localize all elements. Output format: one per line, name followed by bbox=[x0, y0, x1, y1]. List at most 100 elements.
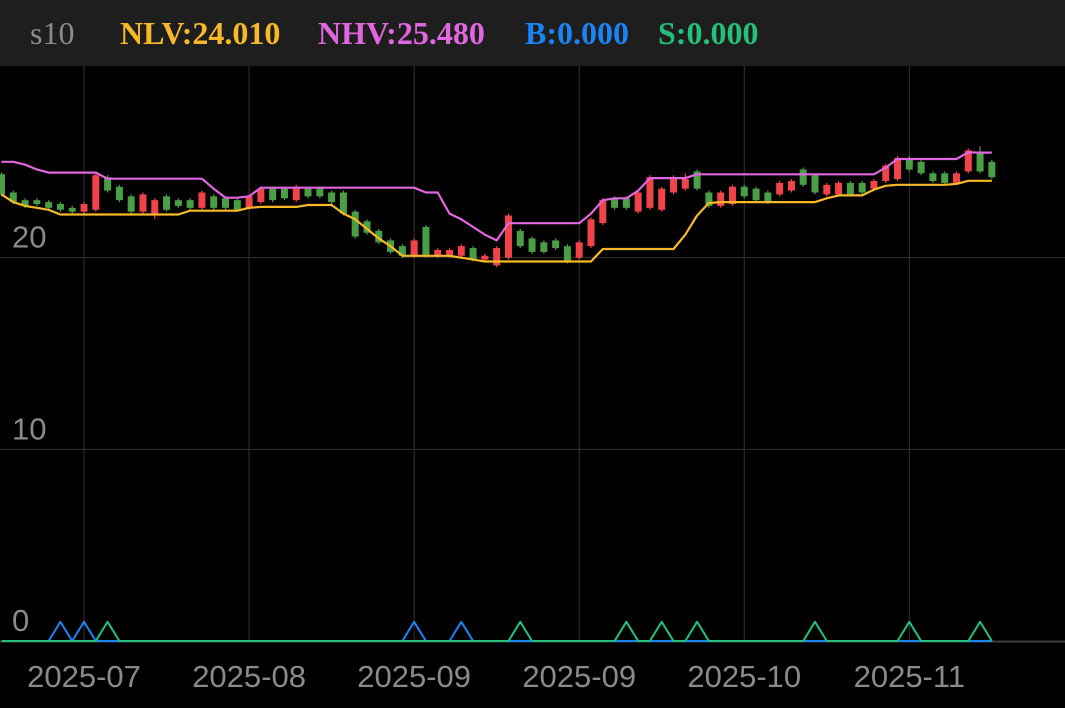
candle-body bbox=[410, 240, 418, 256]
candle-body bbox=[504, 215, 512, 258]
candle-body bbox=[776, 182, 784, 195]
candle-body bbox=[622, 198, 630, 208]
candle-body bbox=[905, 158, 913, 170]
candle-body bbox=[446, 250, 454, 256]
candle-body bbox=[316, 188, 324, 197]
candle-body bbox=[693, 171, 701, 189]
candle-body bbox=[222, 198, 230, 208]
x-tick-label: 2025-09 bbox=[522, 659, 636, 694]
candle-body bbox=[351, 211, 359, 237]
candle-body bbox=[894, 158, 902, 180]
candle-body bbox=[575, 242, 583, 258]
candle-body bbox=[493, 248, 501, 266]
candle-body bbox=[363, 221, 371, 233]
candle-body bbox=[398, 246, 406, 256]
candle-body bbox=[163, 196, 171, 210]
candle-body bbox=[245, 196, 253, 208]
candle-body bbox=[917, 161, 925, 174]
candle-body bbox=[552, 240, 560, 249]
candle-body bbox=[870, 181, 878, 189]
candle-body bbox=[941, 173, 949, 183]
candle-body bbox=[280, 188, 288, 199]
series-line bbox=[0, 179, 992, 263]
candle-body bbox=[151, 200, 159, 216]
y-tick-label: 0 bbox=[12, 603, 29, 638]
candle-body bbox=[104, 177, 112, 191]
candle-body bbox=[198, 192, 206, 208]
x-tick-label: 2025-10 bbox=[687, 659, 801, 694]
candle-body bbox=[375, 230, 383, 243]
candle-body bbox=[658, 188, 666, 210]
candle-body bbox=[328, 192, 336, 203]
candle-body bbox=[811, 175, 819, 193]
candle-body bbox=[233, 200, 241, 210]
legend-entry: NHV:25.480 bbox=[318, 15, 485, 51]
candle-body bbox=[823, 184, 831, 195]
candle-body bbox=[45, 202, 53, 208]
candle-body bbox=[68, 207, 76, 212]
candle-body bbox=[728, 186, 736, 204]
candle-body bbox=[988, 161, 996, 178]
candle-body bbox=[858, 182, 866, 193]
legend-entry: B:0.000 bbox=[525, 15, 629, 51]
candle-body bbox=[186, 200, 194, 208]
candle-body bbox=[21, 200, 29, 206]
candle-body bbox=[528, 238, 536, 252]
candle-body bbox=[339, 192, 347, 214]
candle-body bbox=[56, 204, 64, 210]
candle-body bbox=[481, 255, 489, 260]
candle-body bbox=[611, 198, 619, 208]
candle-body bbox=[705, 192, 713, 206]
candle-body bbox=[670, 177, 678, 193]
chart-title: s10 bbox=[30, 15, 74, 51]
candle-body bbox=[835, 182, 843, 195]
candle-body bbox=[587, 219, 595, 247]
candle-body bbox=[799, 169, 807, 185]
candle-body bbox=[563, 246, 571, 262]
candle-body bbox=[269, 188, 277, 201]
candle-body bbox=[257, 188, 265, 203]
candle-body bbox=[882, 165, 890, 181]
candle-body bbox=[92, 175, 100, 210]
candle-body bbox=[292, 186, 300, 201]
candle-body bbox=[304, 188, 312, 197]
x-tick-label: 2025-09 bbox=[357, 659, 471, 694]
candle-body bbox=[787, 181, 795, 191]
candle-body bbox=[634, 192, 642, 212]
candle-body bbox=[210, 196, 218, 208]
header-bar bbox=[0, 0, 1065, 66]
candle-body bbox=[846, 182, 854, 195]
candle-body bbox=[599, 200, 607, 224]
legend-entry: NLV:24.010 bbox=[120, 15, 280, 51]
x-tick-label: 2025-11 bbox=[854, 659, 965, 694]
candle-body bbox=[929, 173, 937, 181]
candle-body bbox=[0, 174, 5, 195]
candle-body bbox=[952, 173, 960, 183]
candle-body bbox=[422, 227, 430, 256]
y-tick-label: 10 bbox=[12, 411, 46, 446]
candle-body bbox=[752, 188, 760, 201]
legend-entry: S:0.000 bbox=[658, 15, 758, 51]
series-line bbox=[1, 151, 992, 242]
x-tick-label: 2025-08 bbox=[192, 659, 306, 694]
candle-body bbox=[646, 177, 654, 208]
candle-body bbox=[33, 200, 41, 204]
candle-body bbox=[457, 246, 465, 256]
candle-body bbox=[681, 179, 689, 189]
series-line bbox=[1, 620, 993, 642]
candle-body bbox=[139, 194, 147, 212]
candle-body bbox=[434, 250, 442, 256]
candle-body bbox=[764, 192, 772, 203]
candle-body bbox=[469, 248, 477, 260]
y-tick-label: 20 bbox=[12, 220, 46, 255]
x-tick-label: 2025-07 bbox=[27, 659, 141, 694]
candle-body bbox=[540, 242, 548, 252]
candle-body bbox=[9, 192, 17, 203]
candle-body bbox=[717, 192, 725, 206]
candle-body bbox=[516, 230, 524, 247]
candle-body bbox=[740, 186, 748, 197]
candle-body bbox=[976, 152, 984, 172]
candle-body bbox=[115, 186, 123, 201]
